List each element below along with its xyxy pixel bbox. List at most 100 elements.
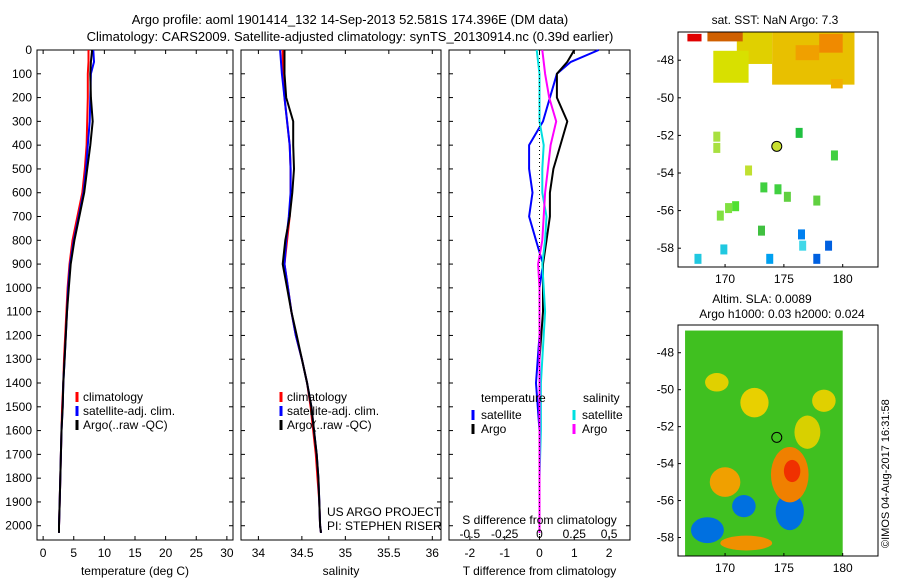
series-line-s-satellite [535,49,548,533]
sst-pixel [758,225,765,236]
argo-float-marker [771,140,783,152]
x-tick-label: 35 [339,546,353,560]
sst-pixel [799,240,807,251]
map-y-tick-label: -56 [657,204,675,218]
x2-tick-label: -0.5 [460,527,481,541]
argo-float-marker [771,431,783,443]
x2-tick-label: 0.5 [601,527,618,541]
y-tick-label: 100 [12,67,32,81]
sst-pixel [830,150,838,161]
x-tick-label: 0 [40,546,47,560]
map-x-tick-label: 180 [833,272,853,286]
x2-tick-label: 0.25 [563,527,587,541]
x-tick-label: 36 [426,546,440,560]
project-annotation: PI: STEPHEN RISER [327,519,442,533]
map-x-tick-label: 170 [715,561,735,575]
map-frame [677,324,879,557]
sst-pixel-block [819,33,843,53]
x-tick-label: 10 [98,546,112,560]
x2-axis-label: S difference from climatology [462,513,617,527]
map-y-tick-label: -48 [657,53,675,67]
legend-label: satellite [582,408,623,422]
x-axis-label-salinity: salinity [323,564,360,578]
sst-pixel [783,191,791,202]
y-tick-label: 1100 [6,305,32,319]
series-line-argo-raw-qc- [281,50,322,534]
map-x-tick-label: 175 [774,272,794,286]
sla-anomaly-blob [690,517,724,544]
sla-anomaly-blob [720,535,773,551]
x-tick-label: 34.5 [290,546,314,560]
sla-anomaly-blob [709,467,741,497]
sla-anomaly-blob [812,389,836,412]
imos-timestamp: ©IMOS 04-Aug-2017 16:31:58 [880,399,892,548]
x-tick-label: 1 [571,546,578,560]
legend-label: Argo(..raw -QC) [83,418,168,432]
map-frame [677,31,879,268]
x-tick-label: 35.5 [377,546,401,560]
sla-anomaly-blob [775,493,804,531]
sst-pixel [798,229,805,240]
x-tick-label: 34 [252,546,266,560]
sst-pixel [725,203,733,214]
legend-label: Argo [582,422,608,436]
x-tick-label: 25 [190,546,204,560]
y-tick-label: 1000 [5,281,32,295]
sst-pixel-block [713,50,749,83]
map-x-tick-label: 175 [774,561,794,575]
legend-label: satellite-adj. clim. [83,404,175,418]
y-tick-label: 1400 [5,376,32,390]
y-tick-label: 0 [25,43,32,57]
sst-map-title: sat. SST: NaN Argo: 7.3 [712,13,839,27]
sla-anomaly-blob [705,373,729,392]
map-y-tick-label: -50 [657,91,675,105]
sst-pixel-block [830,79,843,89]
legend-label: Argo(..raw -QC) [287,418,372,432]
legend-label: climatology [83,390,143,404]
figure-title-line-1: Argo profile: aoml 1901414_132 14-Sep-20… [131,12,569,27]
y-tick-label: 1300 [5,352,32,366]
map-y-tick-label: -54 [657,457,675,471]
map-x-tick-label: 170 [715,272,735,286]
map-y-tick-label: -54 [657,166,675,180]
sst-pixel [720,244,728,255]
series-line-argo-raw-qc- [58,49,94,533]
sst-pixel [795,127,803,138]
y-tick-label: 2000 [5,519,32,533]
sst-pixel [825,240,833,251]
y-tick-label: 1200 [5,328,32,342]
legend-label: Argo [481,422,507,436]
x-axis-label-temperature: temperature (deg C) [81,564,189,578]
sst-pixel-block [687,33,702,42]
sla-anomaly-blob [794,415,821,449]
map-y-tick-label: -58 [657,241,675,255]
profile-panel-frame-salinity [240,49,442,541]
sst-pixel [745,165,753,176]
sst-pixel [713,131,721,142]
y-tick-label: 1900 [5,495,32,509]
y-tick-label: 700 [12,210,32,224]
legend-label: satellite [481,408,522,422]
map-y-tick-label: -48 [657,346,675,360]
y-tick-label: 1800 [5,471,32,485]
legend-title-salinity: salinity [583,391,620,405]
sst-pixel [760,182,768,193]
x-tick-label: 15 [128,546,142,560]
sst-pixel [713,142,721,153]
profile-panel-frame-temperature [36,49,234,541]
legend-label: satellite-adj. clim. [287,404,379,418]
sst-pixel [766,253,774,264]
x2-tick-label: 0 [536,527,543,541]
sst-pixel [813,253,821,264]
series-line-s-argo [537,49,558,533]
sst-pixel [732,201,740,212]
y-tick-label: 800 [12,233,32,247]
sst-pixel [774,184,782,195]
sst-pixel [694,253,702,264]
y-tick-label: 300 [12,114,32,128]
y-tick-label: 600 [12,186,32,200]
sst-pixel-block [707,32,743,42]
x-tick-label: 20 [159,546,173,560]
x-tick-label: -1 [499,546,510,560]
